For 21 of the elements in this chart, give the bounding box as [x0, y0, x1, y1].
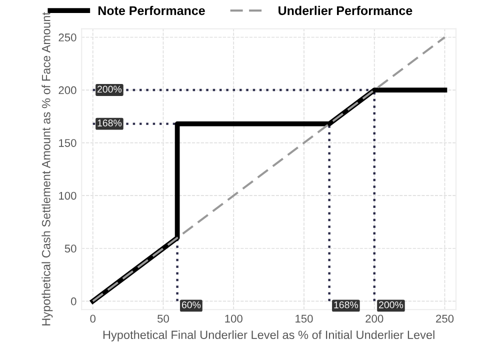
annotation: 168% — [334, 301, 358, 308]
x-tick-label: 0 — [90, 314, 96, 323]
annotation: 168% — [98, 120, 122, 126]
x-tick-label: 100 — [225, 314, 242, 323]
annotation: 60% — [182, 301, 201, 308]
y-tick-label: 50 — [64, 244, 76, 253]
annotation: 200% — [379, 301, 404, 308]
y-tick-label: 100 — [59, 192, 76, 200]
x-axis-title: Hypothetical Final Underlier Level as % of Initial Underlier Level — [103, 330, 434, 342]
legend-label: Underlier Performance — [278, 6, 412, 16]
y-tick-label: 150 — [59, 139, 76, 147]
y-tick-label: 250 — [58, 34, 76, 42]
x-tick-label: 50 — [158, 314, 169, 323]
y-tick-label: 200 — [58, 86, 76, 94]
y-tick-label: 0 — [70, 297, 76, 306]
annotation: 200% — [98, 86, 122, 93]
x-tick-label: 200 — [366, 314, 384, 323]
x-tick-label: 150 — [296, 314, 313, 323]
legend-label: Note Performance — [98, 6, 205, 16]
x-tick-label: 250 — [436, 314, 454, 323]
y-axis-title: Hypothetical Cash Settlement Amount as % of Face Amount — [42, 12, 53, 326]
